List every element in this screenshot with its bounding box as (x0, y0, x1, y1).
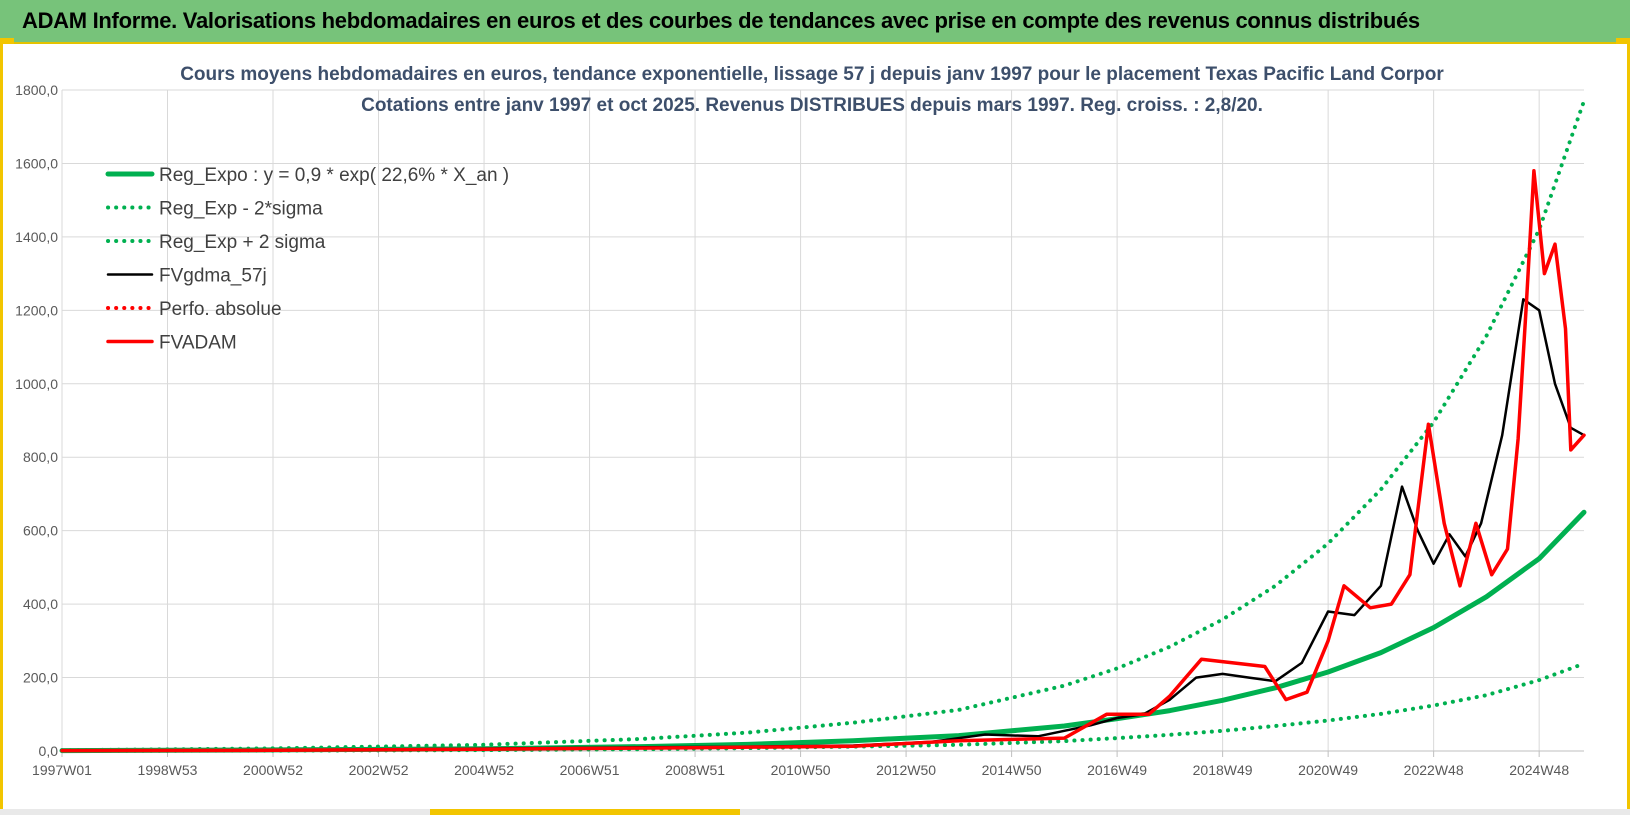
legend-label: FVADAM (159, 333, 237, 354)
x-tick-label: 1998W53 (138, 762, 198, 778)
chart: 0,0 200,0 400,0 600,0 800,0 1000,0 1200,0 1400,… (15, 64, 1587, 778)
y-tick-label: 400,0 (23, 596, 58, 612)
x-tick-label: 2014W50 (982, 762, 1042, 778)
x-tick-label: 2008W51 (665, 762, 725, 778)
x-tick-label: 1997W01 (32, 762, 92, 778)
x-tick-label: 2016W49 (1087, 762, 1147, 778)
y-tick-label: 0,0 (39, 743, 59, 759)
x-tick-label: 2024W48 (1509, 762, 1569, 778)
y-tick-label: 200,0 (23, 670, 58, 686)
y-axis: 0,0 200,0 400,0 600,0 800,0 1000,0 1200,0 1400,… (15, 82, 58, 759)
x-tick-label: 2000W52 (243, 762, 303, 778)
header-banner: ADAM Informe. Valorisations hebdomadaire… (0, 0, 1630, 44)
legend-label: Reg_Exp + 2 sigma (159, 232, 326, 253)
legend-label: FVgdma_57j (159, 266, 267, 287)
series-line-5 (60, 169, 1586, 753)
grid (61, 89, 1584, 752)
x-axis: 1997W01 1998W53 2000W52 2002W52 2004W52 2006W… (32, 750, 1584, 778)
corner-accent-right (1616, 38, 1630, 44)
x-tick-label: 2022W48 (1404, 762, 1464, 778)
x-tick-label: 2020W49 (1298, 762, 1358, 778)
series-group (59, 99, 1587, 754)
x-tick-label: 2004W52 (454, 762, 514, 778)
legend-label: Reg_Expo : y = 0,9 * exp( 22,6% * X_an ) (159, 165, 509, 186)
series-line-0 (59, 509, 1587, 754)
bottom-bar (0, 809, 1630, 815)
legend-label: Perfo. absolue (159, 299, 282, 320)
legend-label: Reg_Exp - 2*sigma (159, 199, 323, 220)
chart-subtitle: Cotations entre janv 1997 et oct 2025. R… (361, 95, 1263, 116)
y-tick-label: 800,0 (23, 449, 58, 465)
x-tick-label: 2002W52 (349, 762, 409, 778)
y-tick-label: 1400,0 (15, 229, 58, 245)
y-tick-label: 1000,0 (15, 376, 58, 392)
x-tick-label: 2010W50 (771, 762, 831, 778)
bottom-accent (430, 809, 740, 815)
x-tick-label: 2012W50 (876, 762, 936, 778)
y-tick-label: 1200,0 (15, 302, 58, 318)
y-tick-label: 1600,0 (15, 155, 58, 171)
x-tick-label: 2018W49 (1193, 762, 1253, 778)
legend: Reg_Expo : y = 0,9 * exp( 22,6% * X_an )… (105, 165, 509, 354)
y-tick-label: 1800,0 (15, 82, 58, 98)
page-title: ADAM Informe. Valorisations hebdomadaire… (22, 8, 1420, 33)
corner-accent-left (0, 38, 14, 44)
series-line-1 (60, 661, 1586, 753)
chart-frame (0, 44, 1630, 815)
chart-title: Cours moyens hebdomadaires en euros, ten… (180, 64, 1444, 85)
series-line-3 (60, 298, 1586, 752)
x-tick-label: 2006W51 (560, 762, 620, 778)
y-tick-label: 600,0 (23, 523, 58, 539)
